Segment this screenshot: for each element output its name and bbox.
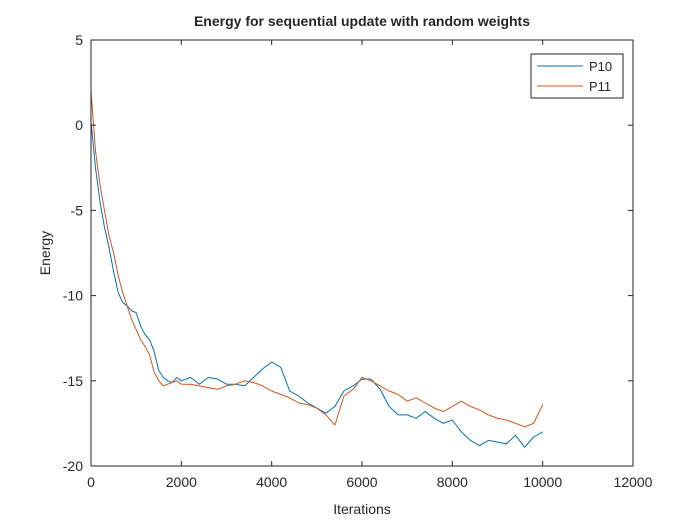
legend-box [530,53,624,99]
x-tick-label: 4000 [256,474,287,490]
x-tick-label: 6000 [346,474,377,490]
y-tick-label: -10 [63,288,83,304]
chart-title: Energy for sequential update with random… [194,13,530,29]
y-axis-label: Energy [37,231,53,275]
plot-area [91,40,633,466]
legend-label-p11: P11 [589,79,611,94]
y-tick-label: -20 [63,458,83,474]
legend-label-p10: P10 [589,59,612,74]
x-tick-label: 0 [87,474,95,490]
x-tick-label: 12000 [614,474,653,490]
y-tick-label: 5 [75,32,83,48]
x-tick-label: 2000 [166,474,197,490]
x-tick-label: 8000 [437,474,468,490]
y-tick-label: -15 [63,373,83,389]
y-tick-label: 0 [75,117,83,133]
series-line-p11 [91,91,544,428]
axes-layer: 0 2000 4000 6000 8000 10000 12000 -20 -15 -10 -5 0 5 [63,32,653,490]
y-tick-label: -5 [71,202,84,218]
x-tick-label: 10000 [523,474,562,490]
series-line-p10 [91,121,543,448]
series-layer [91,91,544,448]
x-axis-label: Iterations [333,501,391,517]
